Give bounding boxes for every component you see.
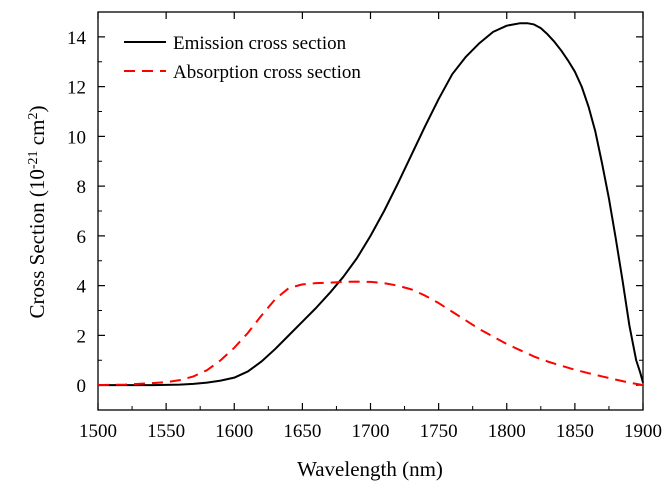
x-tick-label: 1850 <box>556 421 594 442</box>
series-line-emission <box>98 22 644 387</box>
y-axis-title-middle: cm <box>25 120 49 151</box>
x-tick-label: 1500 <box>79 421 117 442</box>
y-tick-label: 2 <box>77 326 87 347</box>
x-tick-label: 1550 <box>147 421 185 442</box>
y-axis-ticks: 0 2 4 6 8 10 12 14 <box>67 11 643 411</box>
y-tick-label: 0 <box>77 376 87 397</box>
series-line-absorption <box>97 280 644 387</box>
x-tick-label: 1800 <box>488 421 526 442</box>
x-tick-label: 1700 <box>352 421 390 442</box>
y-tick-label: 4 <box>77 277 87 298</box>
y-axis-title-exp: -21 <box>26 150 41 169</box>
y-axis-title-suffix: ) <box>25 106 49 113</box>
x-axis-ticks: 1500 1550 1600 1650 1700 1750 1800 1850 1900 <box>79 12 662 442</box>
y-tick-label: 6 <box>77 227 87 248</box>
y-tick-label: 14 <box>67 28 87 49</box>
x-axis-title: Wavelength (nm) <box>297 457 443 481</box>
x-tick-label: 1650 <box>283 421 321 442</box>
legend: Emission cross section Absorption cross … <box>124 33 361 83</box>
x-tick-label: 1750 <box>420 421 458 442</box>
legend-label-emission: Emission cross section <box>173 33 347 54</box>
y-tick-label: 10 <box>67 127 86 148</box>
y-tick-label: 8 <box>77 177 87 198</box>
y-axis-title-prefix: Cross Section (10 <box>25 169 49 318</box>
y-axis-title: Cross Section (10-21 cm2) <box>25 106 49 319</box>
x-tick-label: 1900 <box>624 421 662 442</box>
legend-label-absorption: Absorption cross section <box>173 62 361 83</box>
y-axis-title-exp2: 2 <box>26 113 41 120</box>
x-tick-label: 1600 <box>215 421 253 442</box>
y-tick-label: 12 <box>67 78 86 99</box>
series-layer <box>97 22 644 387</box>
